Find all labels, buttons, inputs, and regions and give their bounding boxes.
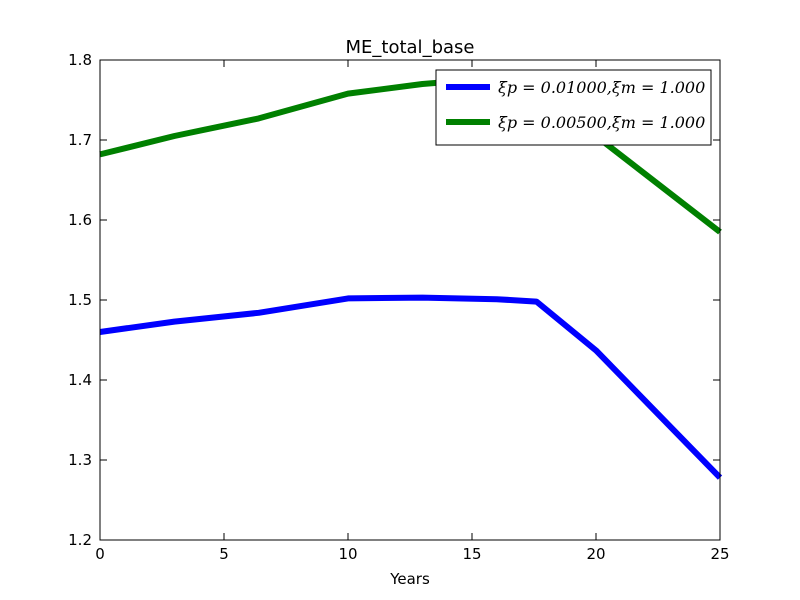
chart-title: ME_total_base <box>346 37 475 58</box>
legend-box <box>435 69 712 146</box>
plot-frame <box>99 59 721 541</box>
legend-label-series-1: ξp = 0.01000,ξm = 1.000 <box>498 78 705 97</box>
legend-label-series-2: ξp = 0.00500,ξm = 1.000 <box>498 113 705 132</box>
x-tick-label-0: 0 <box>95 545 105 563</box>
x-axis-title: Years <box>389 570 430 588</box>
x-tick-label-1: 5 <box>219 545 229 563</box>
y-tick-label-0: 1.2 <box>68 531 92 549</box>
y-tick-label-3: 1.5 <box>68 291 92 309</box>
x-tick-label-4: 20 <box>586 545 605 563</box>
x-tick-label-5: 25 <box>710 545 729 563</box>
y-tick-label-4: 1.6 <box>68 211 92 229</box>
legend: ξp = 0.01000,ξm = 1.000 ξp = 0.00500,ξm … <box>435 69 712 146</box>
x-tick-label-3: 15 <box>462 545 481 563</box>
y-tick-label-1: 1.3 <box>68 451 92 469</box>
y-tick-label-6: 1.8 <box>68 51 92 69</box>
y-tick-label-2: 1.4 <box>68 371 92 389</box>
x-tick-label-2: 10 <box>338 545 357 563</box>
tick-layer: 0 5 10 15 20 25 1.2 1.3 1.4 1.5 1.6 1.7 1.8 <box>68 51 729 563</box>
y-tick-label-5: 1.7 <box>68 131 92 149</box>
series-line-1 <box>99 294 723 480</box>
